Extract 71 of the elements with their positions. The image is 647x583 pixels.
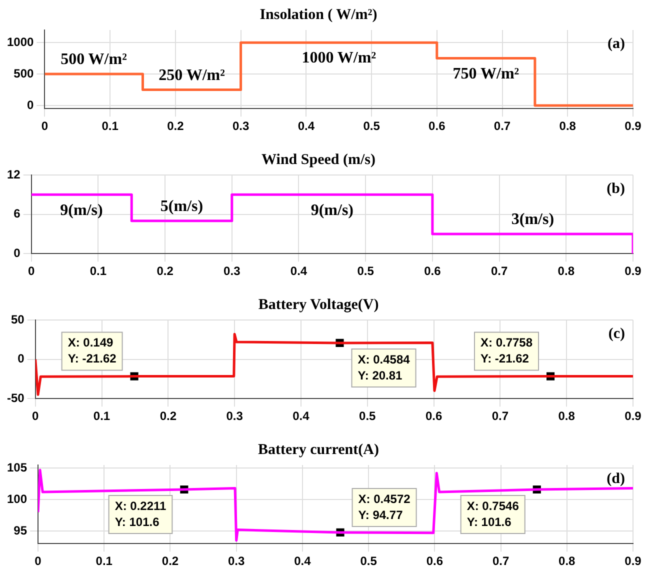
x-tick-label: 0.1 [93, 409, 110, 424]
chart-title: Wind Speed (m/s) [262, 152, 376, 168]
x-tick-label: 0.5 [363, 119, 380, 134]
x-tick-label: 0.4 [290, 264, 308, 278]
x-tick-label: 0.3 [232, 119, 250, 134]
x-tick-label: 0.7 [494, 119, 511, 134]
x-tick-label: 0.8 [558, 264, 575, 278]
annotation: 9(m/s) [310, 202, 354, 219]
annotation: 750 W/m² [452, 65, 520, 82]
x-tick-label: 0.4 [298, 119, 315, 134]
data-label: X: 0.7758 Y: -21.62 [480, 336, 533, 366]
x-tick-label: 0.6 [428, 119, 446, 134]
annotation: (a) [608, 36, 625, 52]
y-tick-label: 0 [18, 352, 25, 366]
x-tick-label: 0.3 [226, 409, 244, 424]
x-tick-label: 0.8 [558, 409, 576, 424]
y-tick-label: 6 [14, 206, 21, 221]
x-tick-label: 0.4 [294, 554, 312, 568]
x-tick-label: 0.7 [492, 409, 509, 424]
y-tick-label: 95 [14, 523, 28, 538]
chart-title: Battery Voltage(V) [258, 296, 379, 313]
x-tick-label: 0.6 [425, 409, 442, 424]
x-tick-label: 0.6 [424, 264, 442, 278]
x-tick-label: 0.8 [559, 119, 576, 134]
x-tick-label: 0.3 [224, 264, 241, 278]
x-tick-label: 0.9 [624, 409, 642, 424]
annotation: (c) [608, 326, 625, 342]
x-tick-label: 0.9 [624, 119, 642, 134]
x-tick-label: 0.2 [162, 554, 179, 568]
x-tick-label: 0.6 [426, 554, 444, 568]
y-tick-label: 1000 [6, 34, 34, 49]
x-tick-label: 0.4 [292, 409, 310, 424]
annotation: (d) [606, 470, 625, 487]
data-label: X: 0.2211 Y: 101.6 [114, 498, 167, 529]
y-tick-label: 100 [6, 492, 28, 506]
x-tick-label: 0.9 [624, 264, 642, 278]
x-tick-label: 0.7 [490, 264, 508, 278]
annotation: (b) [606, 180, 625, 197]
x-tick-label: 0.1 [102, 119, 119, 134]
chart-title: Insolation ( W/m²) [260, 6, 378, 23]
x-tick-label: 0.2 [160, 409, 177, 424]
y-tick-label: 105 [6, 460, 28, 474]
x-tick-label: 0.9 [624, 554, 642, 568]
x-tick-label: 0.5 [359, 409, 376, 424]
annotation: 9(m/s) [60, 202, 103, 219]
x-tick-label: 0.1 [96, 554, 113, 568]
x-tick-label: 0.5 [360, 554, 378, 568]
chart-title: Battery current(A) [258, 442, 379, 458]
x-tick-label: 0.5 [357, 264, 374, 278]
y-tick-label: 0 [27, 98, 34, 112]
y-tick-label: 500 [14, 66, 34, 80]
x-tick-label: 0.3 [228, 554, 246, 568]
data-label: X: 0.7546 Y: 101.6 [466, 498, 520, 529]
y-tick-label: 12 [6, 167, 21, 182]
annotation: 500 W/m² [60, 51, 128, 68]
annotation: 250 W/m² [158, 66, 226, 84]
annotation: 1000 W/m² [302, 50, 376, 67]
data-label: X: 0.149 Y: -21.62 [68, 336, 117, 366]
data-label: X: 0.4584 Y: 20.81 [358, 352, 410, 382]
data-label: X: 0.4572 Y: 94.77 [358, 492, 411, 522]
x-tick-label: 0 [41, 119, 48, 134]
annotation: 3(m/s) [511, 211, 554, 228]
x-tick-label: 0.2 [156, 264, 174, 278]
y-tick-label: 0 [14, 246, 21, 260]
x-tick-label: 0.8 [558, 554, 576, 568]
y-tick-label: -50 [7, 390, 25, 405]
x-tick-label: 0.2 [167, 119, 184, 134]
annotation: 5(m/s) [160, 198, 204, 215]
y-tick-label: 50 [10, 312, 25, 326]
x-tick-label: 0.1 [90, 264, 107, 278]
x-tick-label: 0.7 [492, 554, 510, 568]
